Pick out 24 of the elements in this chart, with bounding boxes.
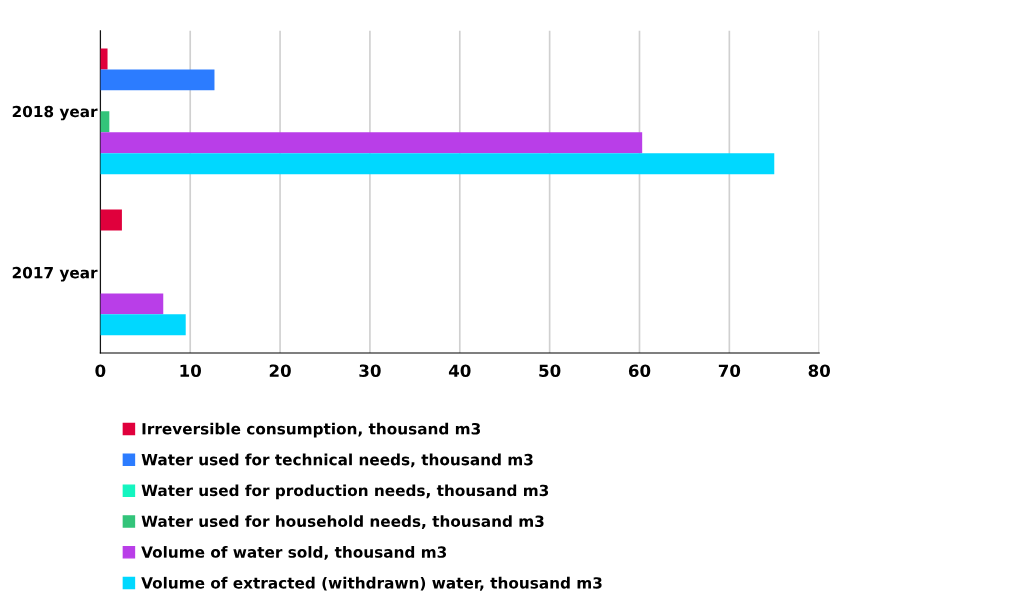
x-tick-label: 40 xyxy=(448,364,471,378)
x-tick-label: 70 xyxy=(718,364,741,378)
bar xyxy=(100,48,108,70)
bar xyxy=(100,314,186,336)
x-tick-label: 30 xyxy=(359,364,381,378)
x-tick-label: 80 xyxy=(808,364,830,378)
x-tick-label: 20 xyxy=(269,364,291,378)
bar xyxy=(100,209,122,231)
legend-label: Water used for technical needs, thousand m3 xyxy=(141,453,533,468)
legend-label: Water used for household needs, thousand m3 xyxy=(141,515,544,529)
legend-label: Volume of extracted (withdrawn) water, thousand m3 xyxy=(141,576,602,591)
x-tick-label: 50 xyxy=(539,364,561,378)
legend-label: Water used for production needs, thousand m3 xyxy=(141,484,549,500)
y-tick-label: 2018 year xyxy=(12,105,98,121)
bar xyxy=(100,132,643,154)
bar xyxy=(100,293,164,315)
x-tick-label: 0 xyxy=(95,364,106,378)
x-tick-label: 60 xyxy=(628,364,651,378)
legend-label: Irreversible consumption, thousand m3 xyxy=(142,422,480,438)
x-tick-label: 10 xyxy=(180,364,202,378)
bar xyxy=(100,153,775,175)
y-tick-label: 2017 year xyxy=(12,266,98,282)
legend-label: Volume of water sold, thousand m3 xyxy=(141,546,447,560)
bar xyxy=(100,69,215,91)
